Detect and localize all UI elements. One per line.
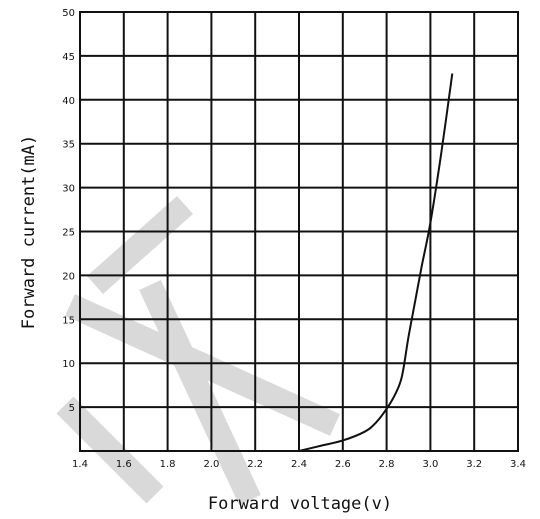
x-tick-label: 1.8 (160, 459, 176, 470)
y-tick-label: 45 (62, 52, 75, 63)
y-tick-labels: 5 10 15 20 25 30 35 40 45 50 (62, 8, 75, 414)
y-tick-label: 15 (62, 315, 75, 326)
x-tick-label: 1.6 (116, 459, 132, 470)
x-tick-label: 2.2 (247, 459, 263, 470)
watermark-stroke (87, 196, 193, 294)
y-tick-label: 40 (62, 96, 75, 107)
x-tick-label: 2.0 (203, 459, 219, 470)
y-tick-label: 5 (69, 403, 75, 414)
y-tick-label: 20 (62, 271, 75, 282)
x-tick-label: 3.2 (466, 459, 482, 470)
x-tick-label: 2.6 (335, 459, 351, 470)
series-group (298, 73, 454, 452)
watermark-stroke (65, 294, 340, 436)
x-axis-label: Forward voltage(v) (208, 494, 392, 514)
x-tick-label: 2.4 (291, 459, 307, 470)
y-tick-label: 10 (62, 359, 75, 370)
watermark (56, 196, 340, 506)
x-tick-labels: 1.4 1.6 1.8 2.0 2.2 2.4 2.6 2.8 3.0 3.2 3.4 (72, 459, 526, 470)
x-tick-label: 1.4 (72, 459, 88, 470)
series-line (298, 73, 454, 452)
x-tick-label: 3.0 (422, 459, 438, 470)
x-tick-label: 3.4 (510, 459, 526, 470)
y-tick-label: 30 (62, 184, 75, 195)
y-axis-label: Forward current(mA) (19, 135, 39, 329)
y-tick-label: 25 (62, 228, 75, 239)
x-tick-label: 2.8 (379, 459, 395, 470)
y-tick-label: 50 (62, 8, 75, 19)
y-tick-label: 35 (62, 140, 75, 151)
